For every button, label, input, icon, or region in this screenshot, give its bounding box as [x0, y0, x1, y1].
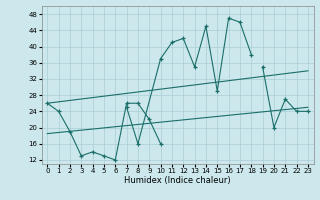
X-axis label: Humidex (Indice chaleur): Humidex (Indice chaleur) [124, 176, 231, 185]
